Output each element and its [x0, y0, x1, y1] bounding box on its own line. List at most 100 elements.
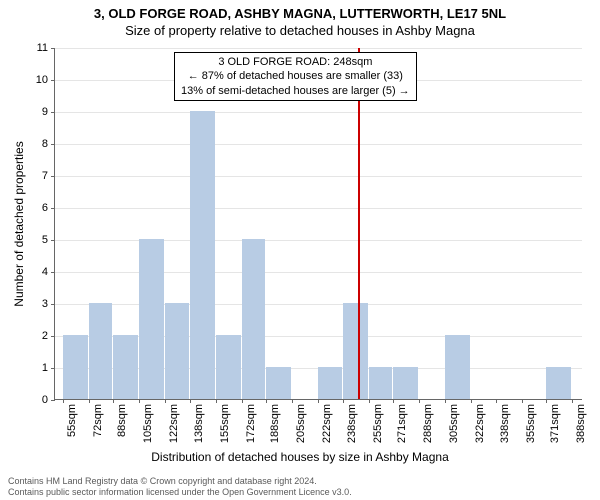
gridline: [55, 208, 582, 209]
x-tick: [139, 399, 140, 403]
footer-line: Contains public sector information licen…: [8, 487, 352, 498]
y-tick-label: 7: [34, 170, 48, 182]
x-tick-label: 305sqm: [448, 404, 460, 443]
y-tick-label: 2: [34, 330, 48, 342]
x-tick-label: 255sqm: [372, 404, 384, 443]
y-tick-label: 10: [34, 74, 48, 86]
y-tick-label: 4: [34, 266, 48, 278]
x-tick: [266, 399, 267, 403]
histogram-bar: [190, 111, 215, 399]
annotation-box: 3 OLD FORGE ROAD: 248sqm ← 87% of detach…: [174, 52, 417, 101]
x-tick-label: 355sqm: [525, 404, 537, 443]
x-tick-label: 88sqm: [116, 404, 128, 437]
x-tick-label: 238sqm: [346, 404, 358, 443]
x-tick-label: 72sqm: [92, 404, 104, 437]
x-tick-label: 338sqm: [499, 404, 511, 443]
y-tick: [51, 400, 55, 401]
annotation-line: ← 87% of detached houses are smaller (33…: [181, 69, 410, 83]
x-tick-label: 155sqm: [219, 404, 231, 443]
x-tick-label: 105sqm: [142, 404, 154, 443]
gridline: [55, 304, 582, 305]
histogram-bar: [63, 335, 88, 399]
x-tick-label: 388sqm: [575, 404, 587, 443]
histogram-bar: [165, 303, 188, 399]
x-tick: [89, 399, 90, 403]
x-tick: [113, 399, 114, 403]
chart-area: 3 OLD FORGE ROAD: 248sqm ← 87% of detach…: [54, 48, 582, 400]
footer-line: Contains HM Land Registry data © Crown c…: [8, 476, 352, 487]
histogram-bar: [318, 367, 341, 399]
histogram-bar: [113, 335, 138, 399]
y-tick: [51, 304, 55, 305]
x-tick: [471, 399, 472, 403]
gridline: [55, 48, 582, 49]
x-tick: [496, 399, 497, 403]
x-tick-label: 138sqm: [193, 404, 205, 443]
x-tick-label: 55sqm: [66, 404, 78, 437]
x-tick: [292, 399, 293, 403]
y-tick: [51, 48, 55, 49]
x-tick: [216, 399, 217, 403]
x-tick: [318, 399, 319, 403]
histogram-bar: [139, 239, 164, 399]
annotation-line: 13% of semi-detached houses are larger (…: [181, 84, 410, 98]
x-tick: [393, 399, 394, 403]
y-tick-label: 5: [34, 234, 48, 246]
gridline: [55, 272, 582, 273]
y-tick: [51, 176, 55, 177]
histogram-bar: [216, 335, 241, 399]
x-tick-label: 122sqm: [168, 404, 180, 443]
x-tick: [190, 399, 191, 403]
y-tick: [51, 80, 55, 81]
y-tick-label: 6: [34, 202, 48, 214]
y-tick-label: 3: [34, 298, 48, 310]
chart-subtitle: Size of property relative to detached ho…: [0, 23, 600, 38]
x-tick: [445, 399, 446, 403]
x-tick-label: 188sqm: [269, 404, 281, 443]
histogram-bar: [343, 303, 368, 399]
x-tick: [63, 399, 64, 403]
x-tick: [242, 399, 243, 403]
y-tick: [51, 112, 55, 113]
x-tick-label: 205sqm: [295, 404, 307, 443]
gridline: [55, 176, 582, 177]
y-tick: [51, 272, 55, 273]
x-tick-label: 222sqm: [321, 404, 333, 443]
y-tick-label: 1: [34, 362, 48, 374]
y-axis-label: Number of detached properties: [12, 141, 26, 306]
y-tick: [51, 368, 55, 369]
histogram-bar: [546, 367, 571, 399]
x-tick-label: 371sqm: [549, 404, 561, 443]
histogram-bar: [369, 367, 392, 399]
histogram-bar: [445, 335, 470, 399]
y-tick-label: 8: [34, 138, 48, 150]
x-tick: [546, 399, 547, 403]
histogram-bar: [242, 239, 265, 399]
y-tick-label: 11: [34, 42, 48, 54]
y-tick: [51, 336, 55, 337]
y-tick: [51, 208, 55, 209]
x-tick-label: 288sqm: [422, 404, 434, 443]
histogram-bar: [89, 303, 112, 399]
y-tick-label: 9: [34, 106, 48, 118]
x-tick: [343, 399, 344, 403]
y-tick: [51, 144, 55, 145]
y-tick: [51, 240, 55, 241]
chart-title: 3, OLD FORGE ROAD, ASHBY MAGNA, LUTTERWO…: [0, 6, 600, 21]
gridline: [55, 112, 582, 113]
x-tick-label: 271sqm: [396, 404, 408, 443]
y-tick-label: 0: [34, 394, 48, 406]
footer-attribution: Contains HM Land Registry data © Crown c…: [8, 476, 352, 498]
x-tick: [369, 399, 370, 403]
x-tick-label: 172sqm: [245, 404, 257, 443]
annotation-line: 3 OLD FORGE ROAD: 248sqm: [181, 55, 410, 69]
gridline: [55, 144, 582, 145]
histogram-bar: [393, 367, 418, 399]
histogram-bar: [266, 367, 291, 399]
gridline: [55, 240, 582, 241]
x-tick: [165, 399, 166, 403]
x-tick: [419, 399, 420, 403]
x-tick-label: 322sqm: [474, 404, 486, 443]
x-tick: [572, 399, 573, 403]
x-axis-label: Distribution of detached houses by size …: [0, 450, 600, 464]
